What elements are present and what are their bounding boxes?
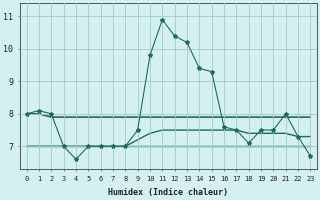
X-axis label: Humidex (Indice chaleur): Humidex (Indice chaleur) xyxy=(108,188,228,197)
